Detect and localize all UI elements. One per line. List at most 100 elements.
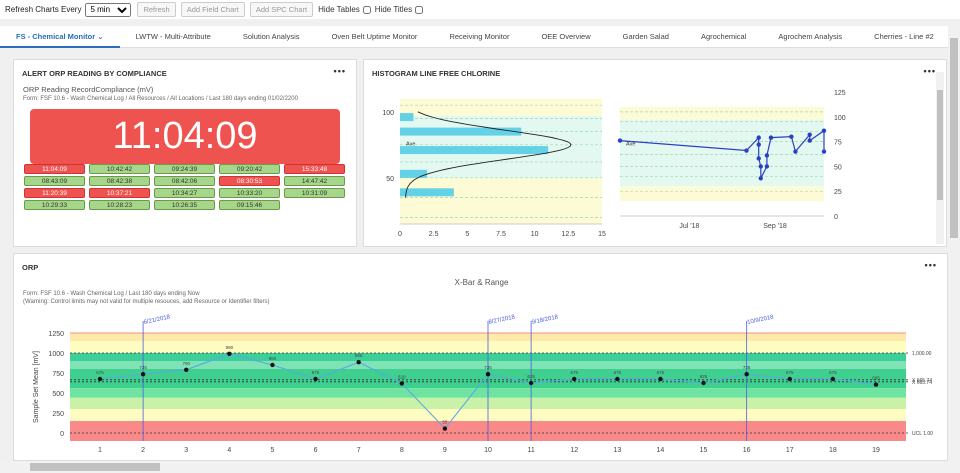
data-label: 625 <box>527 374 535 379</box>
reading-time-chip[interactable]: 08:30:53 <box>219 176 280 186</box>
scrollbar-thumb[interactable] <box>937 90 943 200</box>
hide-titles-checkbox[interactable] <box>415 5 424 14</box>
reading-time-chip[interactable]: 08:43:09 <box>24 176 85 186</box>
hist-x-tick: 5 <box>465 231 469 238</box>
data-point <box>140 372 146 377</box>
hist-x-tick: 2.5 <box>429 231 439 238</box>
latest-reading-time: 11:04:09 <box>30 109 340 164</box>
data-point <box>97 376 103 382</box>
average-label: Ave <box>406 141 415 147</box>
reading-time-chip[interactable]: 11:04:09 <box>24 164 85 174</box>
hist-x-tick: 12.5 <box>562 231 576 238</box>
add-field-chart-button[interactable]: Add Field Chart <box>180 2 245 17</box>
control-zone <box>620 186 824 202</box>
reading-time-chip[interactable]: 10:34:27 <box>154 188 215 198</box>
reading-time-chip[interactable]: 10:31:09 <box>284 188 345 198</box>
data-label: 55 <box>442 420 448 425</box>
tab-receiving-monitor[interactable]: Receiving Monitor <box>449 31 510 41</box>
data-point <box>617 138 623 143</box>
series-line <box>619 129 825 179</box>
reference-label: X 665.74 <box>912 378 932 384</box>
panel-menu-icon[interactable]: ••• <box>333 66 346 76</box>
tab-cherries-line-2[interactable]: Cherries - Line #2 <box>874 31 934 41</box>
reading-time-chip[interactable]: 10:26:35 <box>154 200 215 210</box>
tab-fs-chemical-monitor[interactable]: FS - Chemical Monitor ⌄ <box>0 26 120 48</box>
x-tick: 19 <box>872 447 880 454</box>
page-vertical-scrollbar[interactable] <box>948 26 960 473</box>
panel-scrollbar[interactable] <box>936 72 944 244</box>
reading-time-chip[interactable]: 08:42:38 <box>89 176 150 186</box>
tab-agrochem-analysis[interactable]: Agrochem Analysis <box>778 31 843 41</box>
average-label: Ave <box>626 142 635 148</box>
hist-y-tick: 100 <box>382 110 394 117</box>
panel-title: ALERT ORP READING BY COMPLIANCE <box>22 69 167 78</box>
ts-y-tick: 100 <box>834 115 846 122</box>
refresh-interval-select[interactable]: 5 min <box>85 2 132 17</box>
panel-menu-icon[interactable]: ••• <box>923 66 936 76</box>
scrollbar-thumb[interactable] <box>30 463 160 471</box>
tab-oee-overview[interactable]: OEE Overview <box>541 31 591 41</box>
data-point <box>807 138 812 143</box>
reading-time-chip[interactable]: 09:20:42 <box>219 164 280 174</box>
y-tick: 0 <box>60 431 64 438</box>
data-label: 675 <box>614 370 622 375</box>
refresh-label: Refresh Charts Every <box>5 5 82 14</box>
hide-titles-toggle[interactable]: Hide Titles <box>375 5 424 14</box>
hist-x-tick: 7.5 <box>496 231 506 238</box>
reading-time-chip[interactable]: 10:33:20 <box>219 188 280 198</box>
data-label: 675 <box>570 370 578 375</box>
tab-garden-salad[interactable]: Garden Salad <box>622 31 669 41</box>
data-point <box>758 164 763 169</box>
reading-time-chip[interactable]: 14:47:42 <box>284 176 345 186</box>
xbar-chart-title: X-Bar & Range <box>454 278 509 287</box>
histogram-panel: HISTOGRAM LINE FREE CHLORINE ••• Ave 100 5… <box>363 59 947 247</box>
data-label: 675 <box>312 370 320 375</box>
data-point <box>873 382 879 387</box>
reading-time-chip[interactable]: 10:37:21 <box>89 188 150 198</box>
tab-solution-analysis[interactable]: Solution Analysis <box>242 31 300 41</box>
data-point <box>756 135 761 140</box>
ts-y-tick: 0 <box>834 214 838 221</box>
reading-time-chip[interactable]: 10:29:33 <box>24 200 85 210</box>
tab-oven-belt-uptime[interactable]: Oven Belt Uptime Monitor <box>331 31 418 41</box>
data-point <box>764 153 770 158</box>
page-horizontal-scrollbar[interactable] <box>0 461 948 473</box>
reading-time-chip[interactable]: 15:33:48 <box>284 164 345 174</box>
reading-time-chip[interactable]: 09:15:46 <box>219 200 280 210</box>
add-spc-chart-button[interactable]: Add SPC Chart <box>249 2 314 17</box>
data-point <box>789 134 794 139</box>
data-point <box>744 148 749 153</box>
dashboard-tabs: FS - Chemical Monitor ⌄ LWTW - Multi-Att… <box>0 26 948 48</box>
reading-time-chip[interactable]: 10:42:42 <box>89 164 150 174</box>
chevron-down-icon: ⌄ <box>97 31 104 41</box>
x-tick: 3 <box>184 447 188 454</box>
tab-agrochemical[interactable]: Agrochemical <box>700 31 747 41</box>
hide-tables-toggle[interactable]: Hide Tables <box>318 5 371 14</box>
hist-x-tick: 0 <box>398 231 402 238</box>
x-tick: 16 <box>743 447 751 454</box>
x-tick: 18 <box>829 447 837 454</box>
control-zone <box>620 106 824 120</box>
data-label: 620 <box>398 374 406 379</box>
refresh-button[interactable]: Refresh <box>137 2 176 17</box>
hide-tables-checkbox[interactable] <box>362 5 371 14</box>
x-tick: 5 <box>270 447 274 454</box>
data-point <box>756 142 761 147</box>
panel-title: ORP <box>22 263 39 272</box>
top-toolbar: Refresh Charts Every 5 min Refresh Add F… <box>0 0 960 19</box>
panel-menu-icon[interactable]: ••• <box>924 260 937 270</box>
tab-lwtw-multi-attribute[interactable]: LWTW - Multi-Attribute <box>135 31 211 41</box>
data-label: 625 <box>700 374 708 379</box>
ts-x-tick: Jul '18 <box>679 223 699 230</box>
data-point <box>270 362 275 368</box>
histogram-bar <box>400 188 454 197</box>
scrollbar-thumb[interactable] <box>950 38 958 238</box>
data-point <box>787 376 792 382</box>
reading-time-chip[interactable]: 09:24:39 <box>154 164 215 174</box>
reading-time-chip[interactable]: 11:20:39 <box>24 188 85 198</box>
reading-time-chip[interactable]: 08:42:06 <box>154 176 215 186</box>
distribution-curve <box>405 111 572 198</box>
data-point <box>756 156 761 161</box>
data-point <box>399 381 404 386</box>
reading-time-chip[interactable]: 10:28:23 <box>89 200 150 210</box>
